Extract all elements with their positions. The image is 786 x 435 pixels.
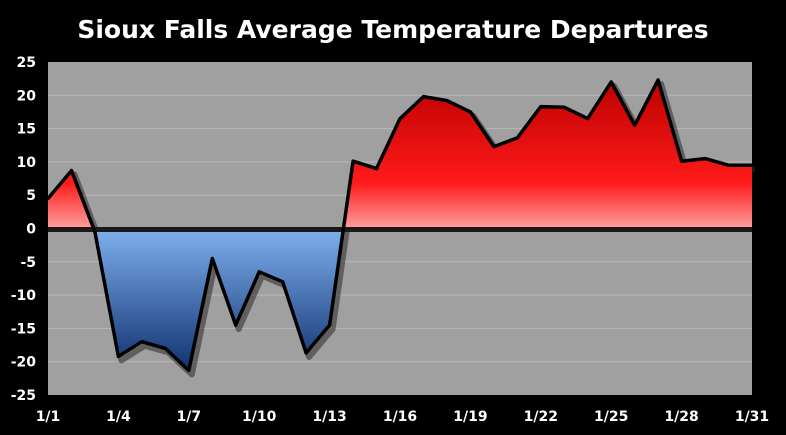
y-tick-label: 0 xyxy=(26,222,36,238)
data-point-1-26 xyxy=(633,123,637,127)
x-tick-label: 1/31 xyxy=(735,409,769,425)
x-tick-label: 1/22 xyxy=(524,409,558,425)
data-point-1-27 xyxy=(656,78,660,82)
data-point-1-2 xyxy=(70,169,73,173)
data-point-1-31 xyxy=(750,163,754,167)
data-point-1-4 xyxy=(116,354,120,358)
data-point-1-21 xyxy=(515,136,519,140)
data-point-1-17 xyxy=(422,95,425,99)
data-point-1-18 xyxy=(445,99,449,103)
data-point-1-9 xyxy=(234,323,238,327)
y-tick-label: 25 xyxy=(17,55,36,71)
data-point-1-12 xyxy=(304,351,308,355)
data-point-1-14 xyxy=(351,159,355,163)
x-tick-label: 1/1 xyxy=(36,409,61,425)
chart-title: Sioux Falls Average Temperature Departur… xyxy=(77,15,708,44)
data-point-1-1 xyxy=(46,197,50,200)
data-point-1-11 xyxy=(281,280,285,284)
data-point-1-10 xyxy=(257,270,261,274)
y-tick-label: 15 xyxy=(17,122,36,138)
area-fills xyxy=(46,78,755,378)
x-tick-label: 1/4 xyxy=(106,409,131,425)
data-point-1-22 xyxy=(539,105,543,109)
x-axis-tick-labels: 1/1 1/4 1/7 1/10 1/13 1/16 1/19 1/22 1/25 1/28 1/3… xyxy=(36,409,769,425)
data-point-1-24 xyxy=(586,117,590,121)
x-tick-label: 1/16 xyxy=(383,409,417,425)
y-tick-label: 10 xyxy=(17,155,37,171)
x-tick-label: 1/19 xyxy=(453,409,487,425)
y-tick-label: -25 xyxy=(11,388,36,404)
x-tick-label: 1/13 xyxy=(312,409,346,425)
y-tick-label: 5 xyxy=(26,188,36,204)
data-point-1-8 xyxy=(210,257,214,260)
y-tick-label: -15 xyxy=(11,321,36,337)
data-point-1-20 xyxy=(492,145,496,149)
data-point-1-5 xyxy=(140,340,144,344)
data-point-1-13 xyxy=(328,323,332,327)
data-point-1-6 xyxy=(163,346,167,350)
data-point-1-25 xyxy=(609,80,613,84)
x-tick-label: 1/25 xyxy=(594,409,628,425)
data-point-1-3 xyxy=(93,230,97,234)
y-tick-label: 20 xyxy=(17,88,37,104)
positive-departure-area xyxy=(48,80,752,229)
data-point-1-19 xyxy=(468,110,472,114)
x-tick-label: 1/10 xyxy=(242,409,277,425)
data-point-1-28 xyxy=(680,159,684,163)
data-point-1-23 xyxy=(562,105,566,109)
y-axis-tick-labels: 25 20 15 10 5 0 -5 -10 -15 -20 -25 xyxy=(11,55,37,404)
x-tick-label: 1/7 xyxy=(176,409,201,425)
data-point-1-30 xyxy=(727,163,730,167)
y-tick-label: -5 xyxy=(20,255,36,271)
data-point-1-29 xyxy=(703,157,707,161)
negative-departure-area xyxy=(48,228,752,371)
x-tick-label: 1/28 xyxy=(664,409,698,425)
data-point-1-16 xyxy=(398,117,402,121)
y-tick-label: -20 xyxy=(11,355,37,371)
y-tick-label: -10 xyxy=(11,288,37,304)
data-point-1-7 xyxy=(187,368,191,372)
data-point-1-15 xyxy=(375,167,378,171)
